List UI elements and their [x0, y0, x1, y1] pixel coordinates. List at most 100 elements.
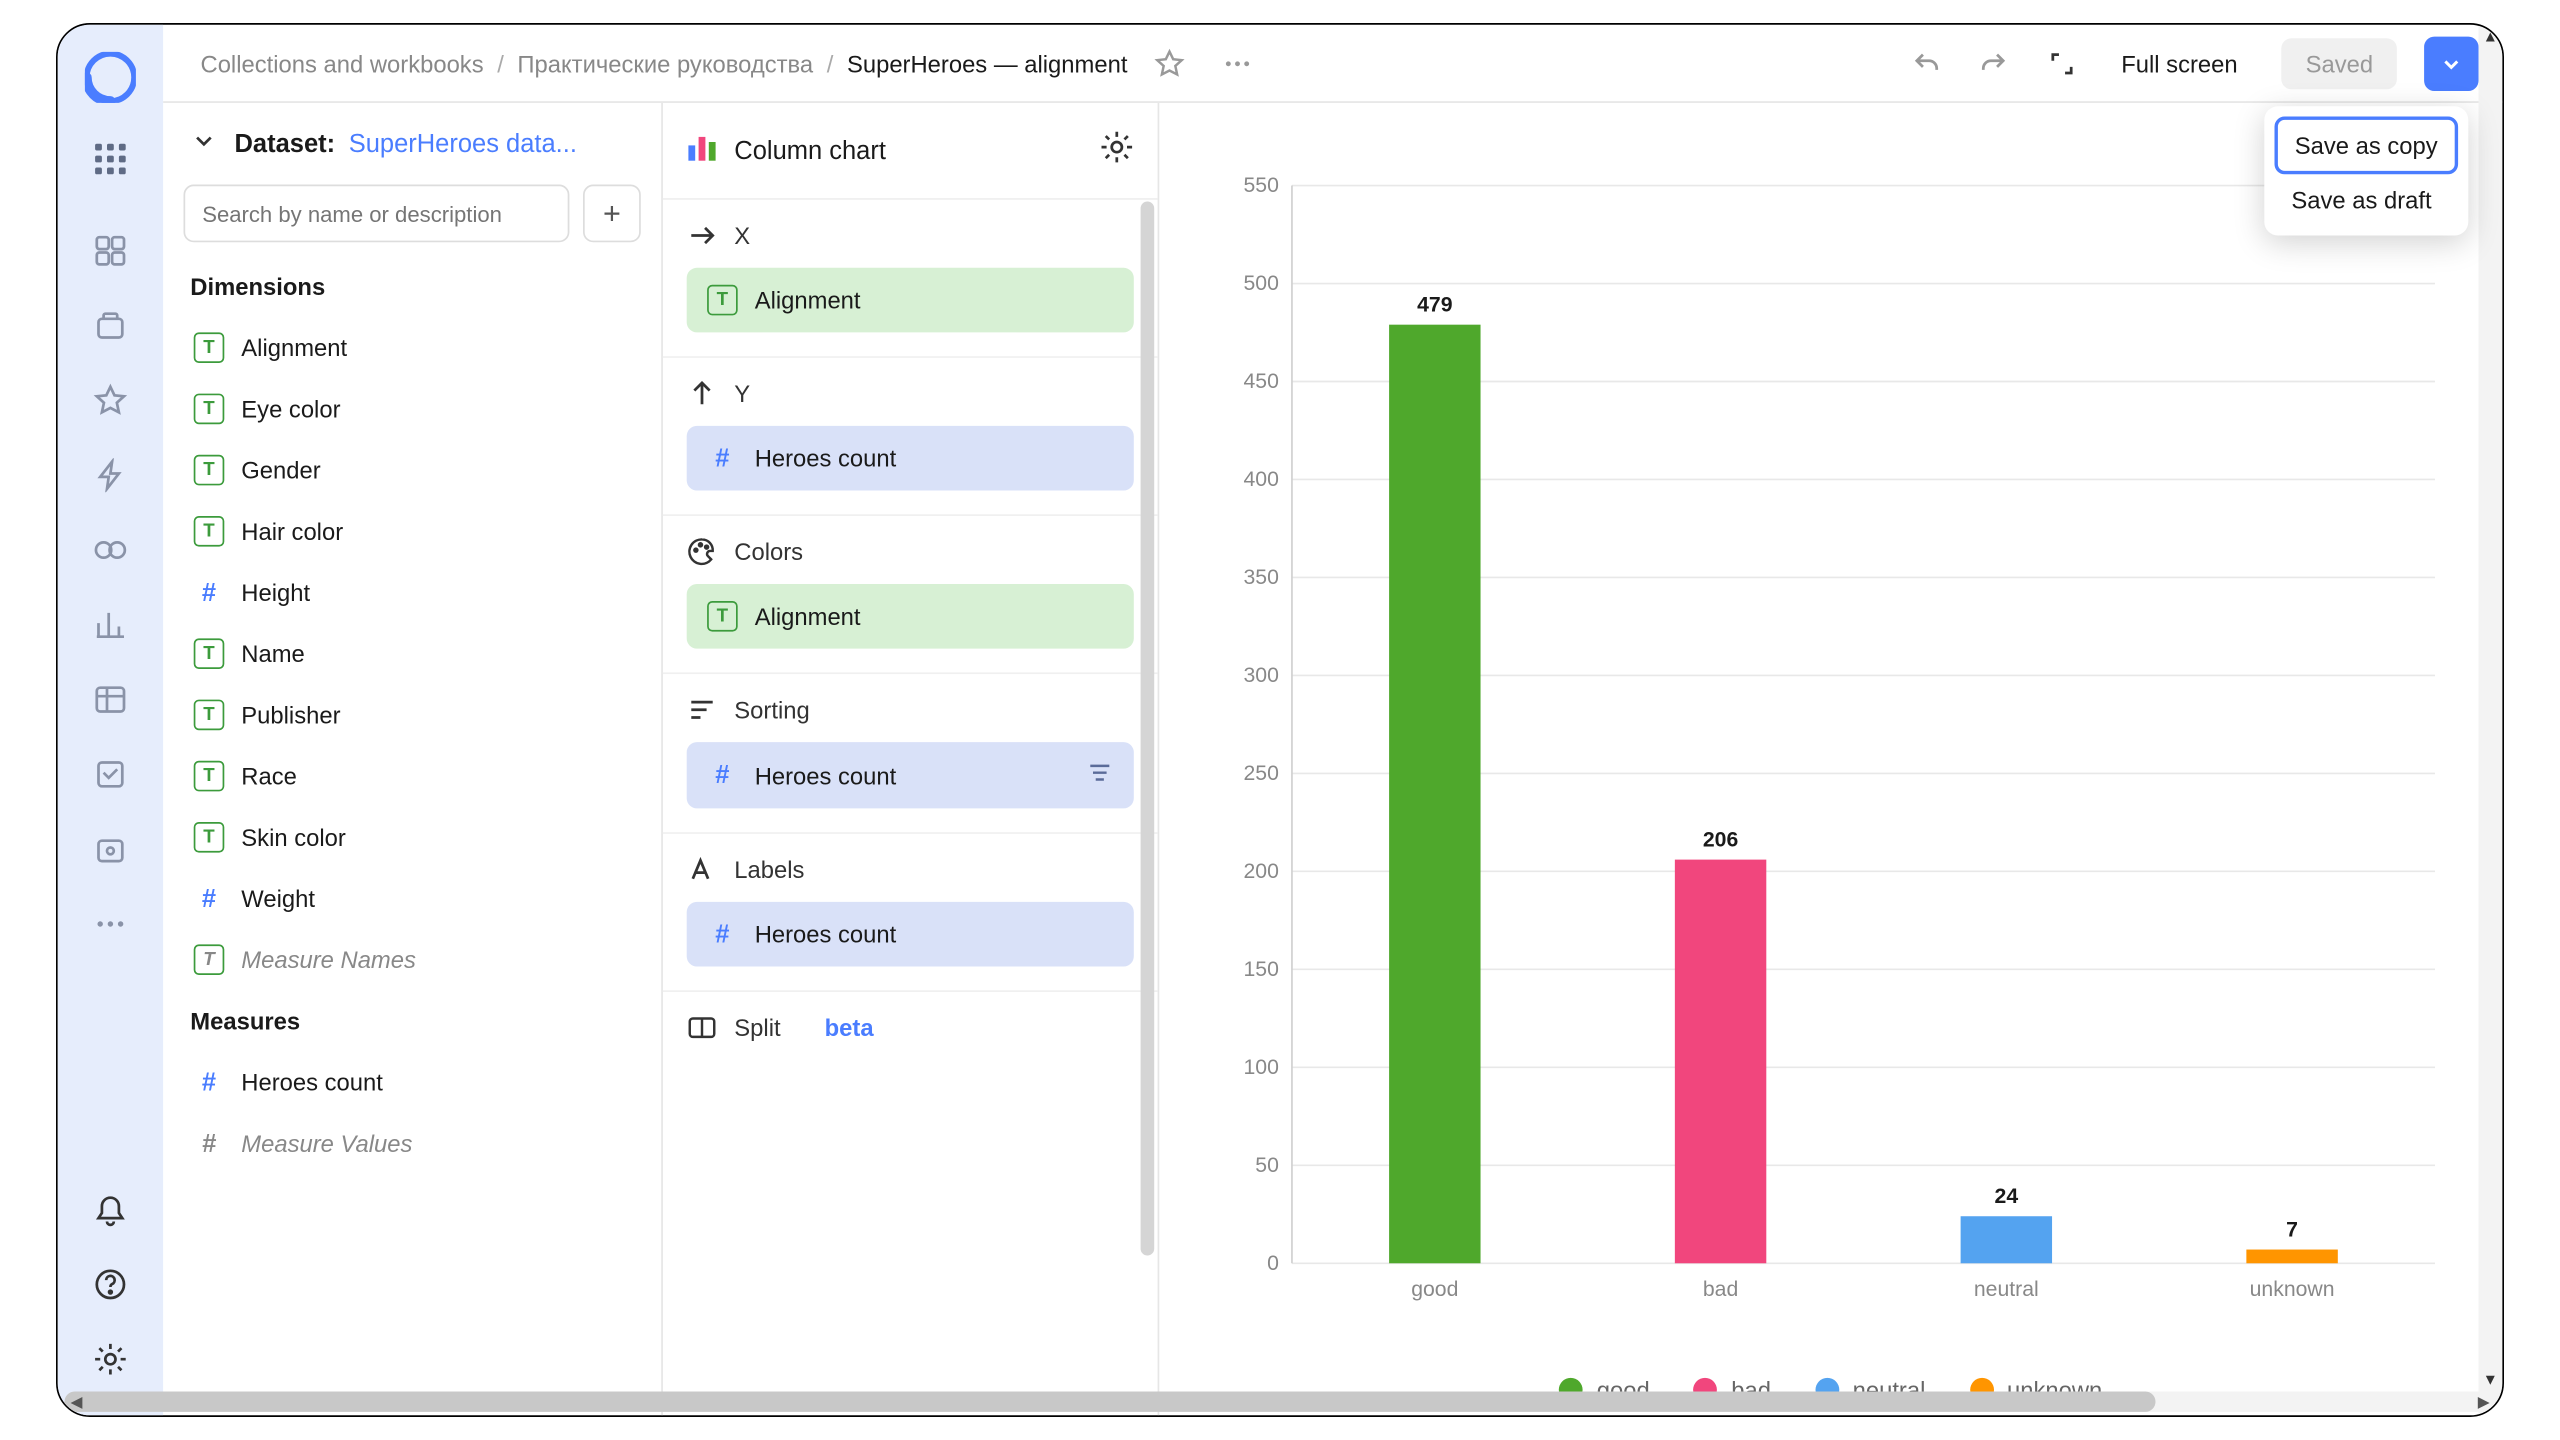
labels-pill[interactable]: #Heroes count [687, 902, 1134, 967]
undo-icon[interactable] [1900, 37, 1951, 88]
number-type-icon: # [707, 760, 738, 791]
svg-text:500: 500 [1243, 272, 1278, 295]
breadcrumb: Collections and workbooks / Практические… [201, 49, 1128, 76]
field-label: Weight [241, 885, 315, 912]
svg-text:200: 200 [1243, 860, 1278, 883]
dimension-field[interactable]: TAlignment [177, 317, 648, 378]
svg-text:bad: bad [1703, 1278, 1738, 1301]
dimension-field[interactable]: TEye color [177, 378, 648, 439]
split-label: Split [734, 1014, 780, 1041]
dataset-header[interactable]: Dataset: SuperHeroes data... [163, 127, 661, 185]
search-input[interactable] [184, 185, 570, 243]
dataset-panel: Dataset: SuperHeroes data... + Dimension… [163, 103, 663, 1415]
pill-label: Heroes count [755, 762, 897, 789]
left-nav-rail [58, 25, 163, 1416]
svg-text:450: 450 [1243, 370, 1278, 393]
field-label: Gender [241, 457, 320, 484]
number-type-icon: # [194, 1128, 225, 1159]
charts-icon[interactable] [78, 593, 143, 658]
y-pill[interactable]: # Heroes count [687, 426, 1134, 491]
more-icon[interactable] [78, 892, 143, 957]
reports-icon[interactable] [78, 742, 143, 807]
lightning-icon[interactable] [78, 443, 143, 508]
app-logo[interactable] [82, 49, 140, 107]
expand-icon[interactable] [2036, 37, 2087, 88]
fullscreen-button[interactable]: Full screen [2121, 49, 2237, 76]
dimension-field[interactable]: #Height [177, 562, 648, 623]
labels-icon [687, 854, 718, 885]
notifications-icon[interactable] [78, 1177, 143, 1242]
connections-icon[interactable] [78, 518, 143, 583]
sorting-slot: Sorting # Heroes count [663, 674, 1158, 834]
text-type-icon: T [194, 638, 225, 669]
top-bar: Collections and workbooks / Практические… [163, 25, 2502, 103]
svg-text:250: 250 [1243, 762, 1278, 785]
field-label: Race [241, 763, 297, 790]
x-label: X [734, 222, 750, 249]
datasets-icon[interactable] [78, 667, 143, 732]
dimension-field[interactable]: TGender [177, 440, 648, 501]
chart-type-selector[interactable]: Column chart [663, 103, 1158, 200]
number-type-icon: # [707, 443, 738, 474]
text-type-icon: T [194, 516, 225, 547]
x-pill[interactable]: TAlignment [687, 268, 1134, 333]
sort-desc-icon[interactable] [1086, 759, 1113, 791]
svg-text:unknown: unknown [2250, 1278, 2335, 1301]
favorites-icon[interactable] [78, 368, 143, 433]
breadcrumb-separator: / [827, 49, 834, 76]
dimension-field[interactable]: #Weight [177, 868, 648, 929]
text-type-icon: T [707, 285, 738, 316]
text-type-icon: T [194, 822, 225, 853]
x-slot: X TAlignment [663, 200, 1158, 358]
field-label: Skin color [241, 824, 345, 851]
svg-text:206: 206 [1703, 829, 1739, 852]
svg-text:50: 50 [1255, 1154, 1279, 1177]
vertical-scrollbar[interactable]: ▲▼ [2479, 25, 2503, 1416]
dimension-field[interactable]: TMeasure Names [177, 929, 648, 990]
gear-icon[interactable] [1100, 130, 1134, 171]
apps-icon[interactable] [78, 127, 143, 192]
field-label: Hair color [241, 518, 343, 545]
pill-label: Heroes count [755, 445, 897, 472]
dimensions-heading: Dimensions [163, 263, 661, 311]
svg-text:479: 479 [1417, 294, 1453, 317]
help-icon[interactable] [78, 1252, 143, 1317]
content-row: Dataset: SuperHeroes data... + Dimension… [163, 103, 2502, 1415]
dashboards-icon[interactable] [78, 219, 143, 284]
more-icon[interactable] [1212, 37, 1263, 88]
redo-icon[interactable] [1968, 37, 2019, 88]
dimension-field[interactable]: TRace [177, 746, 648, 807]
text-type-icon: T [707, 601, 738, 632]
text-type-icon: T [194, 700, 225, 731]
colors-pill[interactable]: TAlignment [687, 584, 1134, 649]
measure-field[interactable]: #Heroes count [177, 1052, 648, 1113]
settings-icon[interactable] [78, 1327, 143, 1392]
dataset-label: Dataset: [235, 129, 336, 158]
sorting-pill[interactable]: # Heroes count [687, 742, 1134, 808]
field-label: Publisher [241, 701, 340, 728]
dataset-name-link[interactable]: SuperHeroes data... [349, 129, 577, 158]
dimension-field[interactable]: T Skin color [177, 807, 648, 868]
field-label: Eye color [241, 395, 340, 422]
sort-icon [687, 695, 718, 726]
svg-text:550: 550 [1243, 174, 1278, 197]
sorting-label: Sorting [734, 696, 809, 723]
add-field-button[interactable]: + [583, 185, 641, 243]
dimension-field[interactable]: T Hair color [177, 501, 648, 562]
collections-icon[interactable] [78, 293, 143, 358]
horizontal-scrollbar[interactable]: ◀▶ [65, 1392, 2496, 1412]
field-label: Name [241, 640, 305, 667]
config-scrollbar[interactable] [1141, 202, 1155, 1256]
save-as-copy[interactable]: Save as copy [2274, 117, 2458, 175]
dimension-field[interactable]: T Publisher [177, 684, 648, 745]
breadcrumb-collections[interactable]: Collections and workbooks [201, 49, 484, 76]
split-slot: Split beta [663, 992, 1158, 1070]
save-dropdown-button[interactable] [2424, 36, 2478, 90]
save-as-draft[interactable]: Save as draft [2274, 174, 2458, 225]
measure-field[interactable]: #Measure Values [177, 1113, 648, 1174]
dimension-field[interactable]: T Name [177, 623, 648, 684]
files-icon[interactable] [78, 817, 143, 882]
breadcrumb-workbook[interactable]: Практические руководства [517, 49, 813, 76]
svg-text:300: 300 [1243, 664, 1278, 687]
star-icon[interactable] [1144, 37, 1195, 88]
